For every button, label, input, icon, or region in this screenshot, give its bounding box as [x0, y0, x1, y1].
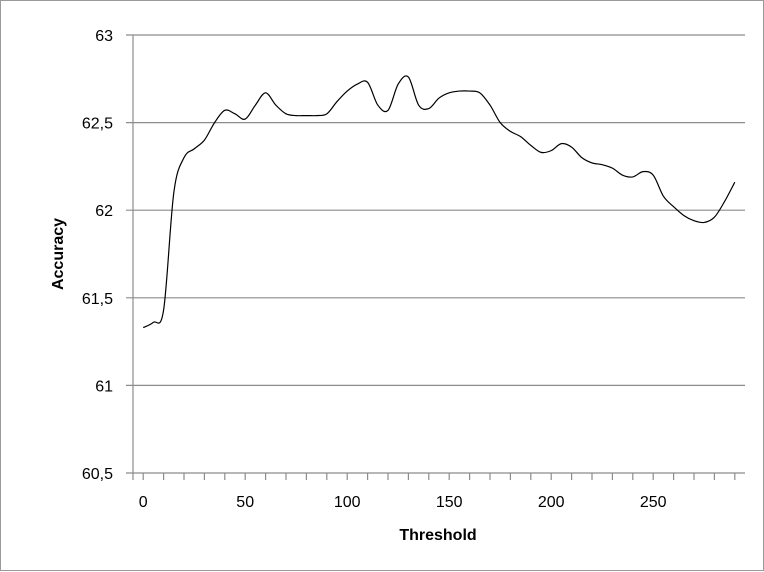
y-tick-label: 62: [95, 203, 113, 220]
y-axis-title: Accuracy: [50, 218, 67, 290]
x-axis-title: Threshold: [399, 527, 476, 544]
x-tick-label: 250: [640, 494, 667, 511]
y-tick-label: 60,5: [82, 466, 113, 483]
y-tick-label: 61,5: [82, 291, 113, 308]
x-tick-label: 0: [139, 494, 148, 511]
tick-labels: 60,5 61 61,5 62 62,5 63 0 50 100 150 200 250: [82, 28, 667, 511]
axes: [132, 35, 736, 480]
series-layer: [142, 75, 736, 329]
x-tick-label: 150: [436, 494, 463, 511]
x-tick-label: 100: [334, 494, 361, 511]
x-tick-label: 50: [236, 494, 254, 511]
y-tick-label: 63: [95, 28, 113, 45]
x-tick-label: 200: [538, 494, 565, 511]
series-line: [142, 75, 736, 329]
gridlines: [126, 34, 745, 474]
y-tick-label: 61: [95, 378, 113, 395]
y-tick-label: 62,5: [82, 116, 113, 133]
